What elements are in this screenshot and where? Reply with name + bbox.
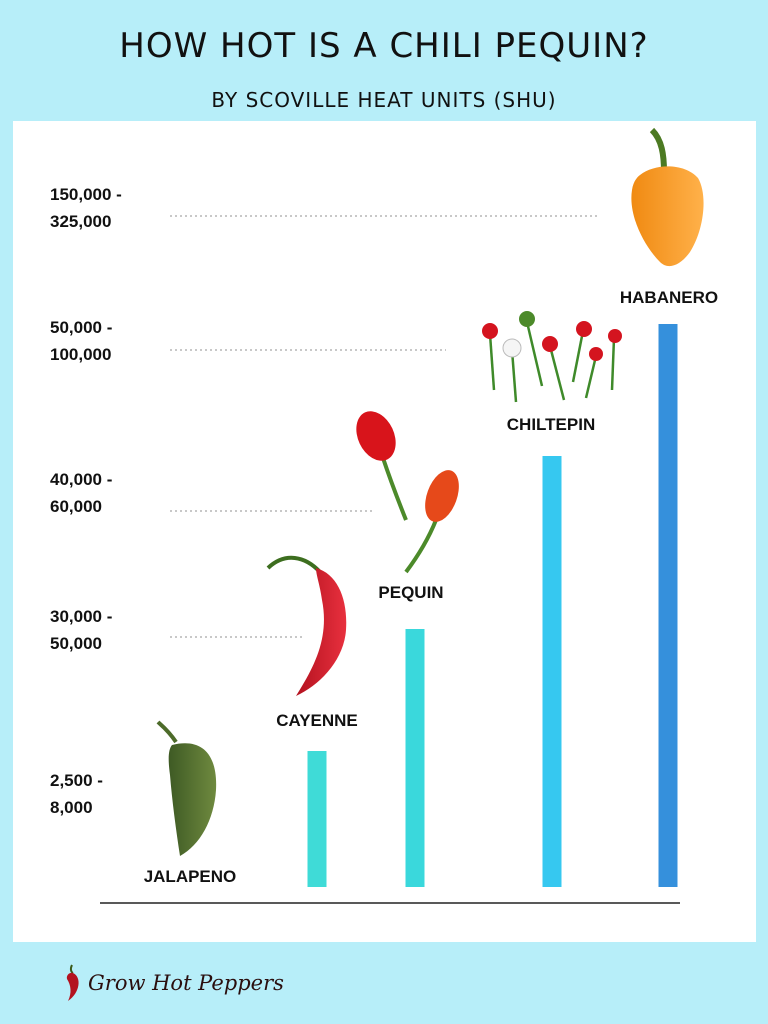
grid-lines	[170, 215, 600, 638]
chiltepin-illustration	[482, 311, 622, 403]
category-label-pequin: PEQUIN	[378, 583, 443, 602]
y-tick-labels: 2,500 -8,000 30,000 -50,000 40,000 -60,000…	[50, 185, 122, 817]
y-tick-label-2: 30,000 -50,000	[50, 607, 112, 653]
y-tick-label-1: 2,500 -8,000	[50, 771, 103, 817]
bar-pequin	[405, 629, 425, 887]
category-label-cayenne: CAYENNE	[276, 711, 358, 730]
chart-title: HOW HOT IS A CHILI PEQUIN?	[119, 26, 649, 66]
category-labels: JALAPENO CAYENNE PEQUIN CHILTEPIN HABANERO	[144, 288, 718, 886]
brand-logo: Grow Hot Peppers	[58, 963, 284, 1003]
chart-panel	[13, 121, 756, 942]
category-label-habanero: HABANERO	[620, 288, 718, 307]
habanero-illustration	[631, 127, 704, 267]
bar-cayenne	[307, 751, 327, 887]
cayenne-illustration	[266, 555, 347, 696]
category-label-jalapeno: JALAPENO	[144, 867, 237, 886]
y-tick-label-3: 40,000 -60,000	[50, 470, 112, 516]
y-tick-label-4: 50,000 -100,000	[50, 318, 112, 364]
chart-subtitle: BY SCOVILLE HEAT UNITS (SHU)	[211, 88, 557, 112]
pequin-illustration	[356, 411, 459, 574]
bars	[307, 324, 678, 887]
jalapeno-illustration	[156, 720, 217, 856]
bar-chiltepin	[542, 456, 562, 887]
y-tick-label-5: 150,000 -325,000	[50, 185, 122, 231]
category-label-chiltepin: CHILTEPIN	[507, 415, 595, 434]
logo-text: Grow Hot Peppers	[88, 971, 284, 995]
pepper-icon	[66, 964, 79, 1001]
bar-habanero	[658, 324, 678, 887]
